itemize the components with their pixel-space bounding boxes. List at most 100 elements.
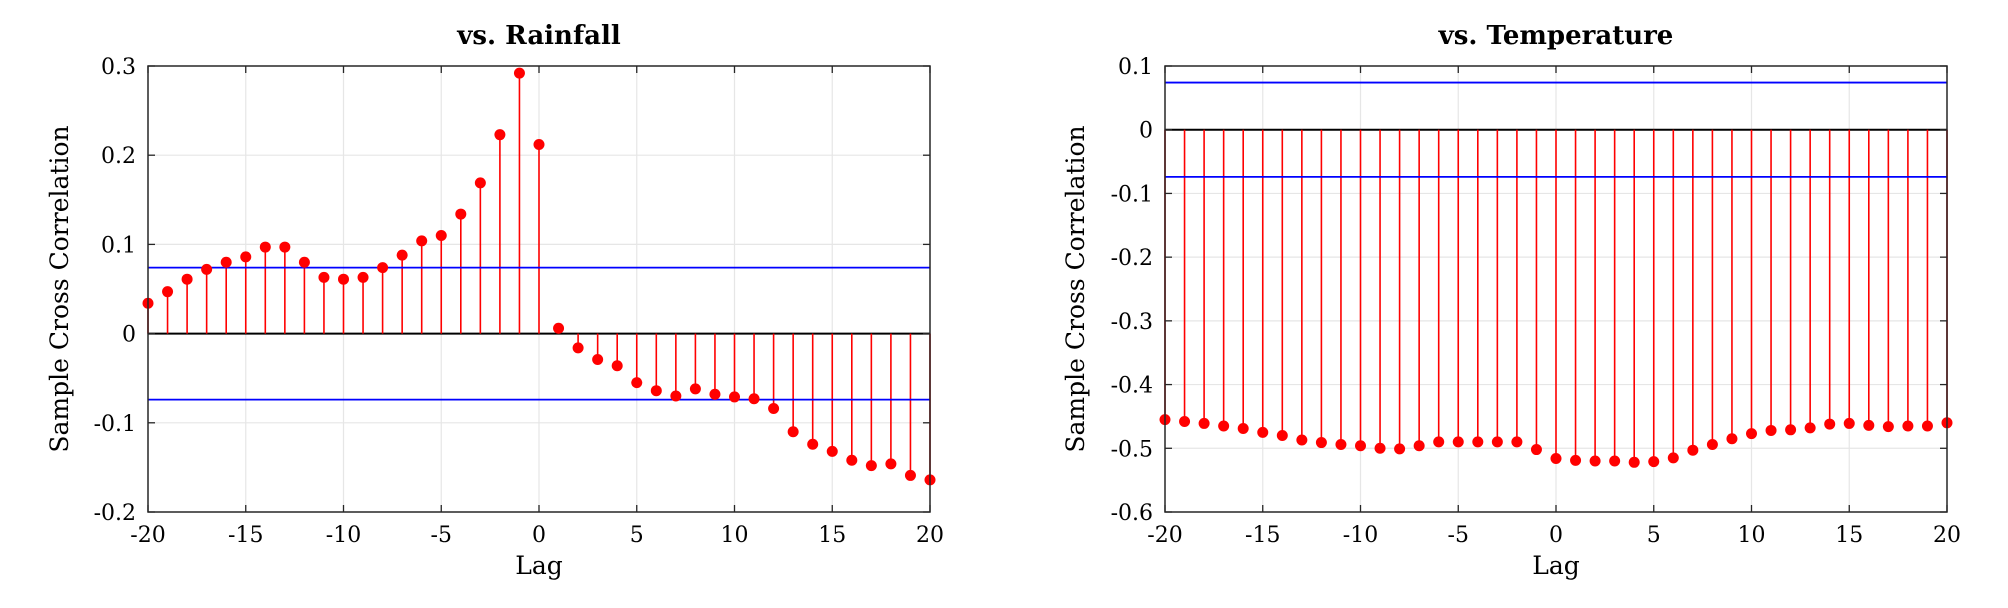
x-tick-label-temperature: -20 [1147, 523, 1182, 548]
x-tick-label-temperature: 15 [1835, 523, 1863, 548]
data-point-rainfall [377, 262, 389, 274]
data-point-temperature [1687, 444, 1699, 456]
data-point-rainfall [709, 388, 721, 400]
data-point-rainfall [572, 342, 584, 354]
data-point-temperature [1804, 422, 1816, 434]
data-point-rainfall [807, 438, 819, 450]
data-point-temperature [1843, 417, 1855, 429]
data-point-temperature [1413, 440, 1425, 452]
data-point-temperature [1589, 455, 1601, 467]
x-tick-label-rainfall: -15 [228, 523, 263, 548]
x-tick-label-temperature: -15 [1245, 523, 1280, 548]
data-point-rainfall [201, 263, 213, 275]
x-tick-label-temperature: 20 [1933, 523, 1961, 548]
data-point-temperature [1765, 424, 1777, 436]
data-point-temperature [1726, 433, 1738, 445]
y-tick-label-rainfall: 0.2 [101, 144, 136, 169]
data-point-rainfall [787, 426, 799, 438]
data-point-temperature [1667, 452, 1679, 464]
data-point-rainfall [162, 286, 174, 298]
data-point-rainfall [553, 322, 565, 334]
x-tick-label-rainfall: 5 [630, 523, 644, 548]
data-point-temperature [1433, 436, 1445, 448]
data-point-temperature [1472, 436, 1484, 448]
data-point-rainfall [611, 360, 623, 372]
y-tick-label-rainfall: 0.1 [101, 233, 136, 258]
y-tick-label-temperature: -0.5 [1111, 437, 1153, 462]
x-axis-label-temperature: Lag [1532, 551, 1580, 580]
data-point-rainfall [240, 251, 252, 263]
data-point-temperature [1257, 426, 1269, 438]
y-tick-label-temperature: -0.1 [1111, 182, 1153, 207]
data-point-rainfall [846, 454, 858, 466]
y-tick-label-rainfall: -0.1 [94, 412, 136, 437]
y-tick-label-temperature: 0 [1139, 119, 1153, 144]
data-point-temperature [1491, 436, 1503, 448]
data-point-rainfall [513, 67, 525, 79]
data-point-rainfall [279, 241, 291, 253]
y-axis-label-rainfall: Sample Cross Correlation [45, 125, 74, 452]
data-point-rainfall [455, 208, 467, 220]
data-point-rainfall [748, 393, 760, 405]
x-tick-label-rainfall: 15 [818, 523, 846, 548]
data-point-temperature [1374, 442, 1386, 454]
y-tick-label-temperature: 0.1 [1118, 55, 1153, 80]
x-tick-label-temperature: 10 [1738, 523, 1766, 548]
data-point-temperature [1218, 420, 1230, 432]
y-tick-label-temperature: -0.6 [1111, 501, 1153, 526]
data-point-rainfall [826, 445, 838, 457]
data-point-rainfall [865, 460, 877, 472]
data-point-temperature [1394, 443, 1406, 455]
data-point-rainfall [533, 138, 545, 150]
data-point-rainfall [592, 353, 604, 365]
data-point-temperature [1550, 452, 1562, 464]
data-point-rainfall [768, 403, 780, 415]
data-point-rainfall [181, 273, 193, 285]
x-tick-label-rainfall: 20 [916, 523, 944, 548]
x-axis-label-rainfall: Lag [515, 551, 563, 580]
y-tick-label-temperature: -0.4 [1111, 374, 1153, 399]
data-point-temperature [1511, 436, 1523, 448]
data-point-temperature [1452, 436, 1464, 448]
x-tick-label-rainfall: 10 [721, 523, 749, 548]
x-tick-label-rainfall: 0 [532, 523, 546, 548]
data-point-temperature [1198, 417, 1210, 429]
data-point-temperature [1824, 418, 1836, 430]
data-point-rainfall [416, 235, 428, 247]
data-point-temperature [1785, 424, 1797, 436]
data-point-rainfall [318, 271, 330, 283]
data-point-rainfall [631, 377, 643, 389]
data-point-temperature [1746, 428, 1757, 440]
data-point-rainfall [904, 469, 916, 481]
x-tick-label-temperature: 5 [1647, 523, 1661, 548]
x-tick-label-rainfall: -5 [431, 523, 452, 548]
data-point-temperature [1570, 454, 1582, 466]
data-point-temperature [1921, 420, 1933, 432]
data-point-rainfall [220, 256, 232, 268]
x-tick-label-temperature: 0 [1549, 523, 1563, 548]
chart-title-temperature: vs. Temperature [1438, 21, 1674, 51]
data-point-rainfall [670, 390, 682, 402]
data-point-rainfall [650, 385, 662, 397]
data-point-temperature [1530, 444, 1542, 456]
data-point-temperature [1882, 421, 1894, 433]
data-point-rainfall [474, 177, 486, 189]
data-point-rainfall [729, 391, 740, 403]
data-point-temperature [1609, 455, 1621, 467]
x-tick-label-rainfall: -20 [130, 523, 165, 548]
chart-title-rainfall: vs. Rainfall [456, 21, 621, 51]
data-point-rainfall [494, 129, 506, 141]
x-tick-label-temperature: -10 [1343, 523, 1378, 548]
x-tick-label-temperature: -5 [1448, 523, 1469, 548]
panel-rainfall: -20 -15 -10 -5 0 5 10 15 20 -0.2 -0.1 0 0.1 0.2 0.3 vs.… [45, 21, 944, 580]
data-point-temperature [1315, 437, 1327, 449]
data-point-rainfall [689, 383, 701, 395]
data-point-rainfall [435, 229, 447, 241]
data-point-temperature [1863, 419, 1875, 431]
y-axis-label-temperature: Sample Cross Correlation [1061, 125, 1090, 452]
y-tick-label-rainfall: 0 [122, 323, 136, 348]
data-point-temperature [1296, 434, 1308, 446]
data-point-temperature [1276, 430, 1288, 442]
